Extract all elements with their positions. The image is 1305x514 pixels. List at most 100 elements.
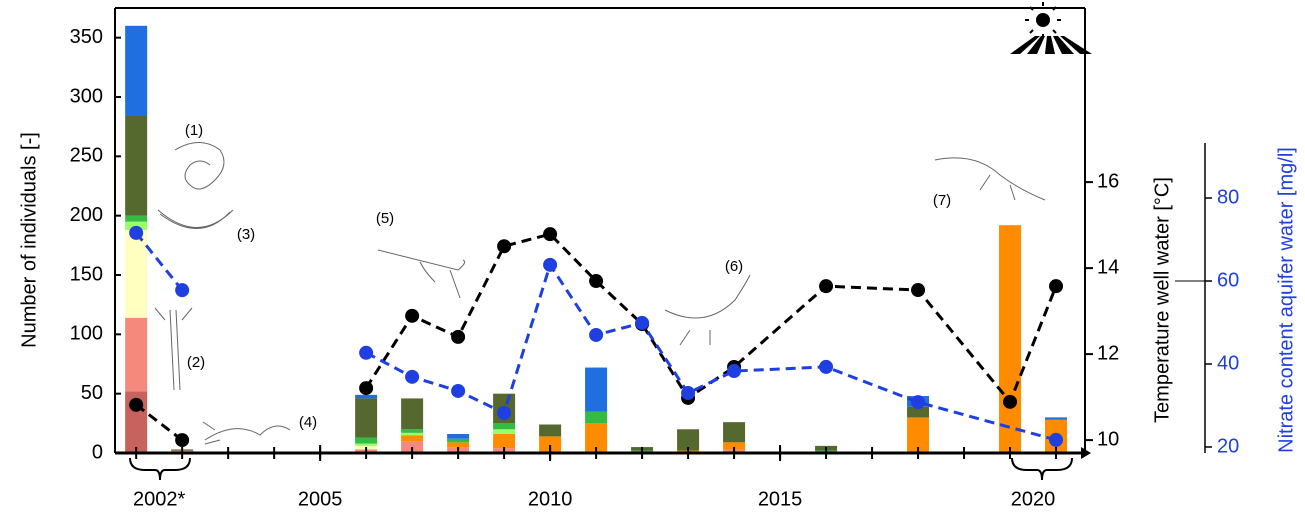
y-tick-label: 100 [70,323,103,345]
y-tick-label: 350 [70,26,103,48]
sketch-7 [934,157,1046,201]
line-point [1049,279,1064,294]
line-point [175,283,190,298]
bar-segment [401,398,424,430]
sketch-3 [157,209,234,229]
bar-segment [125,229,148,318]
y-axis-title: Number of individuals [-] [18,132,40,348]
bar-segment [999,225,1022,453]
sketch-5 [377,249,466,299]
annotation: (2) [187,354,205,371]
y2-tick-label: 16 [1097,170,1119,192]
annotation: (3) [237,226,255,243]
bar-segment [125,115,148,216]
line-point [543,227,558,242]
line-series [134,231,184,292]
y2-tick-label: 10 [1097,428,1119,450]
bar-segment [677,429,700,451]
bar-segment [539,436,562,453]
line-point [1049,432,1064,447]
line-point [497,239,512,254]
line-point [129,225,144,240]
bar-segment [493,423,516,430]
y3-tick-label: 60 [1217,269,1239,291]
bar-segment [125,317,148,392]
bar-segment [907,417,930,453]
y2-tick-label: 14 [1097,256,1119,278]
x-axis-arrow [1081,447,1091,459]
y-tick-label: 150 [70,263,103,285]
x-tick-label: 2015 [758,488,803,510]
annotation: (6) [725,258,743,275]
line-point [911,395,926,410]
sun-icon [1010,2,1092,54]
line-point [175,433,190,448]
bar-segment [493,429,516,435]
bar-segment [1045,417,1068,420]
line-point [819,359,834,374]
bar-segment [539,424,562,437]
sketch-2 [154,307,193,391]
bar-segment [125,221,148,230]
bar-segment [447,434,470,439]
y3-tick-label: 20 [1217,435,1239,457]
bar-segment [723,442,746,450]
x-tick-label: 2002* [133,488,185,510]
bar-segment [125,215,148,222]
annotation: (5) [376,210,394,227]
line-point [451,329,466,344]
brace [1011,457,1073,481]
bar-segment [401,429,424,433]
sketch-6 [664,274,751,346]
bar-segment [355,398,378,438]
line-point [1003,394,1018,409]
bar-segment [907,406,930,418]
bar-segment [355,437,378,444]
y-tick-label: 0 [92,441,103,463]
y3-tick-label: 40 [1217,352,1239,374]
brace [129,457,191,481]
y2-axis-title: Temperature well water [°C] [1151,177,1173,423]
sun [1036,13,1050,27]
line-point [451,383,466,398]
bar-segment [401,432,424,436]
line-point [589,274,604,289]
bar-segment [493,434,516,449]
annotation: (7) [933,192,951,209]
line-point [727,364,742,379]
x-tick-label: 2020 [1011,488,1056,510]
line-point [129,397,144,412]
bar-segment [125,25,148,116]
bar-segment [585,367,608,412]
y-tick-label: 300 [70,85,103,107]
line-point [819,279,834,294]
bar-segment [585,423,608,453]
bar-segment [447,438,470,443]
x-tick-label: 2005 [298,488,343,510]
x-tick-label: 2010 [528,488,573,510]
bar-segment [401,435,424,442]
line-point [497,405,512,420]
line-series [364,232,1058,405]
line-point [405,308,420,323]
y-tick-label: 50 [81,382,103,404]
line-series [365,261,1057,442]
y-tick-label: 250 [70,145,103,167]
y-tick-label: 200 [70,204,103,226]
annotation: (4) [299,414,317,431]
line-point [589,327,604,342]
bar-segment [447,442,470,448]
line-series [135,403,184,442]
y3-axis-title: Nitrate content aquifer water [mg/l] [1275,147,1297,453]
field-icon [1010,36,1092,54]
line-point [635,315,650,330]
sketch-4 [202,421,291,445]
line-point [359,381,374,396]
bar-segment [355,394,378,399]
bar-segment [585,411,608,424]
line-point [405,369,420,384]
line-point [543,257,558,272]
line-point [911,283,926,298]
organism-sketches [154,142,1046,445]
